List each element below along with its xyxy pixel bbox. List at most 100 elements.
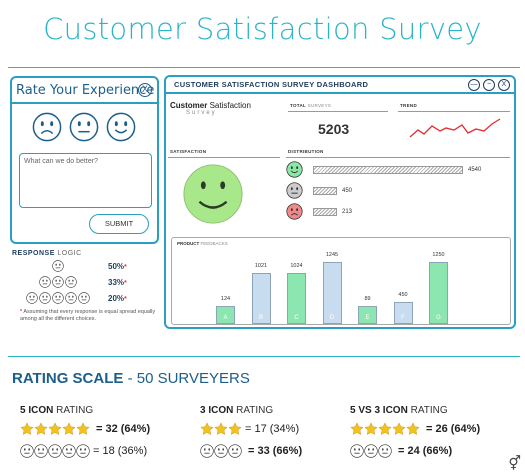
face-icon bbox=[39, 276, 51, 288]
distribution-value: 4540 bbox=[468, 166, 482, 173]
rating-scale-title: RATING SCALE - 50 SURVEYERS bbox=[12, 370, 250, 387]
minimize-icon[interactable]: — bbox=[468, 79, 480, 91]
total-divider bbox=[288, 111, 388, 112]
face-icon bbox=[200, 444, 214, 458]
satisfaction-label: SATISFACTION bbox=[170, 149, 207, 154]
face-icon bbox=[52, 276, 64, 288]
rating-count: = 24 (66%) bbox=[398, 445, 453, 457]
response-logic-title: RESPONSE LOGIC bbox=[12, 250, 82, 257]
bar-value-label: 1024 bbox=[290, 263, 303, 270]
face-icon bbox=[48, 444, 62, 458]
bar-value-label: 450 bbox=[398, 291, 408, 298]
page-title: Customer Satisfaction Survey bbox=[43, 12, 482, 46]
close-icon[interactable]: X bbox=[138, 83, 152, 97]
face-icon bbox=[364, 444, 378, 458]
response-logic-row: 33%* bbox=[12, 275, 162, 289]
star-icon bbox=[392, 422, 406, 435]
rating-line: = 24 (66%) bbox=[350, 442, 480, 460]
rating-column-head: 5 ICON RATING bbox=[20, 405, 94, 416]
rating-column: 3 ICON RATING = 17 (34%) = 33 (66%) bbox=[200, 405, 302, 460]
rating-faces bbox=[12, 104, 157, 142]
response-logic-note: * Assuming that every response is equal … bbox=[20, 309, 156, 322]
product-feedback-label: PRODUCT FEEDBACKS bbox=[177, 241, 228, 246]
star-icon bbox=[34, 422, 48, 435]
response-faces bbox=[12, 292, 104, 304]
restore-icon[interactable]: − bbox=[483, 79, 495, 91]
trend-label: TREND bbox=[400, 103, 417, 108]
face-icon bbox=[26, 292, 38, 304]
dashboard-window: CUSTOMER SATISFACTION SURVEY DASHBOARD —… bbox=[164, 75, 516, 329]
submit-button[interactable]: SUBMIT bbox=[89, 214, 149, 234]
bar-category-label: D bbox=[329, 315, 335, 321]
bar-A bbox=[216, 306, 235, 324]
distribution-bar bbox=[313, 207, 337, 216]
happy-face-icon[interactable] bbox=[106, 112, 136, 142]
satisfaction-divider bbox=[168, 157, 280, 158]
face-icon bbox=[52, 292, 64, 304]
bar-value-label: 124 bbox=[220, 296, 231, 302]
response-logic-row: 50%* bbox=[12, 259, 162, 273]
face-icon bbox=[78, 292, 90, 304]
star-icon bbox=[48, 422, 62, 435]
star-icon bbox=[228, 422, 242, 435]
star-icon bbox=[76, 422, 90, 435]
bar-value-label: 1250 bbox=[432, 252, 445, 258]
face-icon bbox=[378, 444, 392, 458]
face-icon bbox=[65, 276, 77, 288]
distribution-row: 4540 bbox=[286, 161, 481, 178]
bar-B bbox=[251, 273, 271, 324]
face-icon bbox=[228, 444, 242, 458]
face-icon bbox=[62, 444, 76, 458]
bar-category-label: F bbox=[401, 315, 405, 321]
rate-panel-header: Rate Your Experience X bbox=[12, 78, 157, 104]
face-icon bbox=[65, 292, 77, 304]
bar-E bbox=[358, 306, 377, 324]
distribution-bar bbox=[313, 165, 463, 174]
total-surveys-label: TOTAL SURVEYS bbox=[290, 103, 332, 108]
response-faces bbox=[12, 276, 104, 288]
rating-line: = 32 (64%) bbox=[20, 420, 150, 438]
face-icon bbox=[52, 260, 64, 272]
face-icon bbox=[34, 444, 48, 458]
bar-category-label: E bbox=[365, 315, 370, 321]
distribution-row: 213 bbox=[286, 203, 352, 220]
star-icon bbox=[20, 422, 34, 435]
rating-column: 5 VS 3 ICON RATING = 26 (64%) = 24 (66%) bbox=[350, 405, 480, 460]
distribution-value: 213 bbox=[342, 208, 353, 215]
rating-count: = 33 (66%) bbox=[248, 445, 303, 457]
brand-logo: Customer Satisfaction bbox=[170, 101, 251, 110]
bar-category-label: B bbox=[258, 315, 263, 321]
bar-category-label: C bbox=[294, 315, 299, 321]
brand-subtitle: Survey bbox=[186, 110, 217, 116]
rating-line: = 33 (66%) bbox=[200, 442, 302, 460]
star-icon bbox=[364, 422, 378, 435]
bar-category-label: A bbox=[223, 315, 228, 321]
rate-panel-title: Rate Your Experience bbox=[16, 82, 155, 98]
feedback-textarea[interactable]: What can we do better? bbox=[19, 153, 152, 208]
neutral-face-icon[interactable] bbox=[69, 112, 99, 142]
response-percent: 33%* bbox=[108, 277, 127, 287]
trend-sparkline bbox=[409, 118, 501, 138]
response-faces bbox=[12, 260, 104, 272]
product-feedback-panel: PRODUCT FEEDBACKS A 124 B 1021 C 1024 D 1245 E 89… bbox=[171, 237, 511, 325]
rating-divider bbox=[8, 356, 520, 357]
rating-count: = 18 (36%) bbox=[93, 445, 148, 457]
app-logo-icon: ⚥ bbox=[508, 455, 521, 471]
response-logic: RESPONSE LOGIC 50%* 33%* 20%* * Assuming t… bbox=[12, 250, 162, 323]
distribution-row: 450 bbox=[286, 182, 352, 199]
rating-count: = 26 (64%) bbox=[426, 423, 481, 435]
happy-face-icon bbox=[286, 161, 303, 178]
distribution-label: DISTRIBUTION bbox=[288, 149, 324, 154]
bar-value-label: 89 bbox=[364, 296, 371, 302]
bar-value-label: 1245 bbox=[325, 252, 339, 259]
bar-G bbox=[429, 262, 448, 324]
face-icon bbox=[76, 444, 90, 458]
sad-face-icon bbox=[286, 203, 303, 220]
close-window-icon[interactable]: X bbox=[498, 79, 510, 91]
face-icon bbox=[214, 444, 228, 458]
bar-D bbox=[322, 262, 342, 324]
star-icon bbox=[378, 422, 392, 435]
sad-face-icon[interactable] bbox=[32, 112, 62, 142]
response-percent: 20%* bbox=[108, 293, 127, 303]
distribution-bar bbox=[313, 186, 337, 195]
